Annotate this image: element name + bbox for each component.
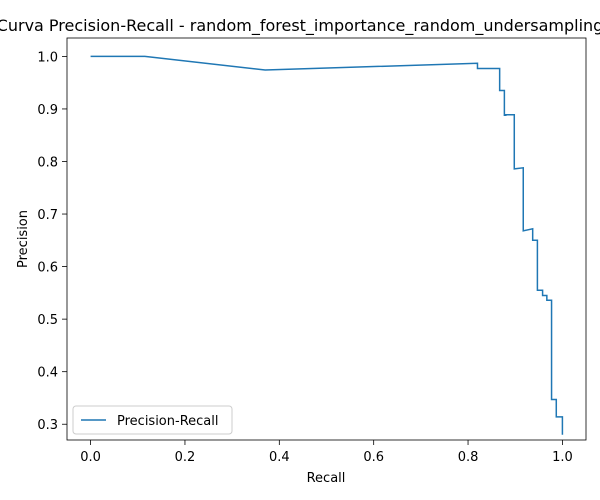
x-axis-label: Recall: [307, 471, 346, 486]
y-tick-label: 0.8: [37, 155, 58, 170]
y-tick-label: 1.0: [37, 50, 58, 65]
y-tick-label: 0.6: [37, 261, 58, 276]
precision-recall-line: [90, 55, 564, 435]
y-axis-label: Precision: [16, 210, 31, 268]
x-tick-label: 1.0: [552, 450, 573, 465]
y-tick-label: 0.7: [37, 208, 58, 223]
y-tick-label: 0.9: [37, 103, 58, 118]
x-tick-label: 0.0: [80, 450, 101, 465]
plot-frame: [66, 37, 587, 441]
y-axis: 0.3 0.4 0.5 0.6 0.7 0.8 0.9 1.0: [37, 50, 67, 433]
legend: Precision-Recall: [72, 405, 233, 435]
x-tick-label: 0.2: [175, 450, 196, 465]
x-tick-label: 0.4: [269, 450, 290, 465]
x-tick-label: 0.6: [363, 450, 384, 465]
y-tick-label: 0.4: [37, 366, 58, 381]
legend-label: Precision-Recall: [117, 414, 218, 429]
x-axis: 0.0 0.2 0.4 0.6 0.8 1.0: [80, 440, 573, 465]
plot-area: [67, 38, 586, 440]
x-tick-label: 0.8: [458, 450, 479, 465]
legend-box: [72, 405, 233, 435]
chart-title: Curva Precision-Recall - random_forest_i…: [0, 16, 600, 36]
y-tick-label: 0.5: [37, 313, 58, 328]
y-tick-label: 0.3: [37, 418, 58, 433]
